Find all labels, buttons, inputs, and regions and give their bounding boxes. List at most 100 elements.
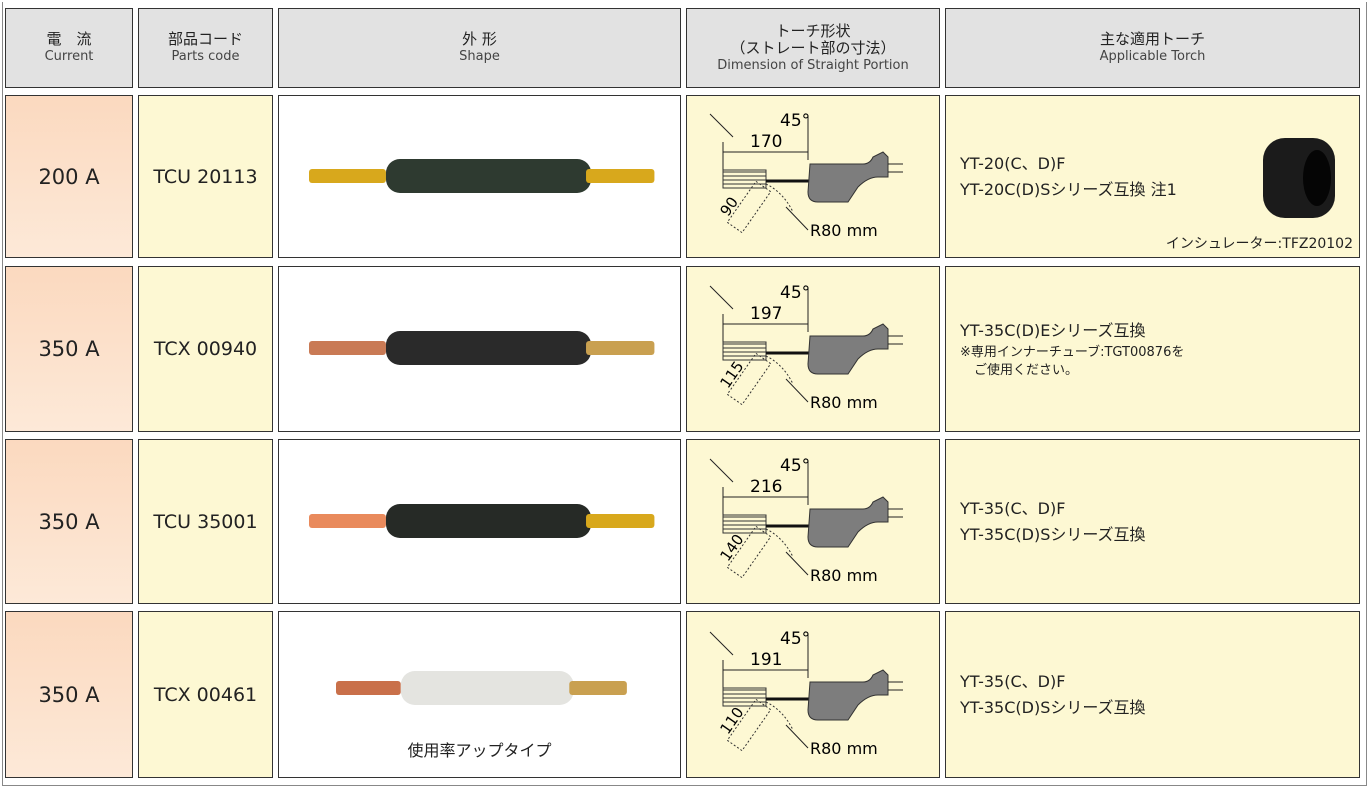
header-ja: 電 流 — [46, 30, 92, 48]
shape-cell — [278, 266, 681, 432]
header-ja: 部品コード — [167, 30, 243, 48]
bent-portion — [726, 525, 772, 578]
dimension-cell: 45° 170 90 R80 mm — [686, 95, 940, 258]
shape-caption: 使用率アップタイプ — [407, 740, 552, 760]
body — [385, 503, 591, 538]
shape-cell: 使用率アップタイプ — [278, 611, 681, 778]
torch-name: YT-20C(D)Sシリーズ互換 注1 — [960, 179, 1177, 199]
torch-diagram: 45°170 90 R80 mm — [709, 111, 903, 240]
header-ja: 主な適用トーチ — [1099, 30, 1205, 48]
header-ja-sub: （ストレート部の寸法） — [730, 38, 896, 57]
rear — [568, 680, 627, 695]
header-cell: 外 形 Shape — [278, 8, 681, 88]
torch-body — [807, 495, 889, 547]
current-cell: 350 A — [5, 266, 133, 432]
length-label: 216 — [750, 477, 782, 497]
tip — [308, 168, 386, 183]
torch-cell: YT-20(C、D)F YT-20C(D)Sシリーズ互換 注1 インシュレーター:T… — [945, 95, 1360, 258]
body — [385, 331, 591, 365]
offset-label: 140 — [716, 530, 747, 564]
body — [400, 670, 574, 705]
code-cell: TCX 00940 — [138, 266, 273, 432]
radius-line — [785, 551, 809, 575]
shape-cell — [278, 439, 681, 604]
header-en: Dimension of Straight Portion — [717, 57, 909, 73]
radius-label: R80 mm — [810, 393, 878, 412]
torch-diagram: 45°216 140 R80 mm — [709, 456, 903, 585]
rear — [585, 168, 654, 183]
product-image — [308, 158, 654, 193]
remark: ※専用インナーチューブ:TGT00876を — [960, 345, 1185, 360]
radius-label: R80 mm — [810, 739, 878, 758]
header-cell: 主な適用トーチ Applicable Torch — [945, 8, 1360, 88]
tip — [308, 341, 386, 355]
torch-name: YT-20(C、D)F — [960, 153, 1066, 173]
straight — [722, 169, 767, 188]
radius-label: R80 mm — [810, 221, 878, 240]
torch-cell: YT-35C(D)Eシリーズ互換 ※専用インナーチューブ:TGT00876を ご使用… — [945, 266, 1360, 432]
bent-line — [765, 528, 794, 557]
product-image — [308, 503, 654, 538]
torch-body — [807, 150, 889, 202]
code-cell: TCU 20113 — [138, 95, 273, 258]
header-cell: トーチ形状 （ストレート部の寸法） Dimension of Straight Po… — [686, 8, 940, 88]
angle-line — [709, 285, 734, 310]
product-image — [335, 670, 627, 705]
torch-body — [807, 323, 889, 375]
torch-name: YT-35C(D)Eシリーズ互換 — [960, 321, 1146, 340]
code-cell: TCU 35001 — [138, 439, 273, 604]
length-label: 191 — [750, 650, 782, 670]
angle-label: 45° — [780, 629, 810, 649]
rear — [585, 513, 654, 528]
radius-label: R80 mm — [810, 566, 878, 585]
header-en: Current — [44, 49, 94, 64]
bent-line — [765, 183, 794, 212]
straight — [722, 514, 767, 533]
bent-line — [765, 355, 794, 385]
torch-body — [807, 668, 889, 720]
length-label: 170 — [750, 132, 782, 152]
angle-label: 45° — [780, 456, 810, 476]
rear — [585, 341, 654, 355]
torch-diagram: 45°197 115 R80 mm — [709, 283, 903, 412]
header-ja: トーチ形状 — [775, 21, 851, 40]
angle-label: 45° — [780, 283, 810, 303]
header-en: Shape — [459, 49, 500, 64]
bent-portion — [726, 698, 772, 751]
angle-label: 45° — [780, 111, 810, 131]
dimension-cell: 45° 197 115 R80 mm — [686, 266, 940, 432]
header-cell: 部品コード Parts code — [138, 8, 273, 88]
dimension-cell: 45° 216 140 R80 mm — [686, 439, 940, 604]
code-cell: TCX 00461 — [138, 611, 273, 778]
tip — [308, 513, 386, 528]
insulator-note: インシュレーター:TFZ20102 — [1165, 236, 1353, 252]
offset-label: 115 — [716, 358, 747, 392]
shape-cell — [278, 95, 681, 258]
torch-diagram: 45°191 110 R80 mm — [709, 629, 903, 758]
length-label: 197 — [750, 304, 782, 324]
bent-portion — [726, 180, 772, 233]
header-en: Applicable Torch — [1099, 49, 1206, 64]
angle-line — [709, 631, 734, 655]
insulator-image — [1263, 138, 1335, 218]
insulator-hole — [1303, 150, 1331, 206]
torch-cell: YT-35(C、D)F YT-35C(D)Sシリーズ互換 — [945, 611, 1360, 778]
bent-line — [765, 701, 794, 730]
torch-name: YT-35C(D)Sシリーズ互換 — [960, 524, 1146, 544]
angle-line — [709, 458, 734, 482]
torch-name: YT-35(C、D)F — [960, 498, 1066, 518]
straight — [722, 341, 767, 361]
offset-label: 110 — [716, 703, 747, 737]
dimension-cell: 45° 191 110 R80 mm — [686, 611, 940, 778]
radius-line — [785, 378, 809, 403]
header-en: Parts code — [171, 49, 240, 64]
bent-portion — [726, 352, 772, 406]
tip — [335, 680, 401, 695]
radius-line — [785, 724, 809, 748]
current-cell: 350 A — [5, 611, 133, 778]
header-ja: 外 形 — [462, 30, 497, 48]
current-cell: 200 A — [5, 95, 133, 258]
product-image — [308, 331, 654, 365]
radius-line — [785, 206, 809, 230]
